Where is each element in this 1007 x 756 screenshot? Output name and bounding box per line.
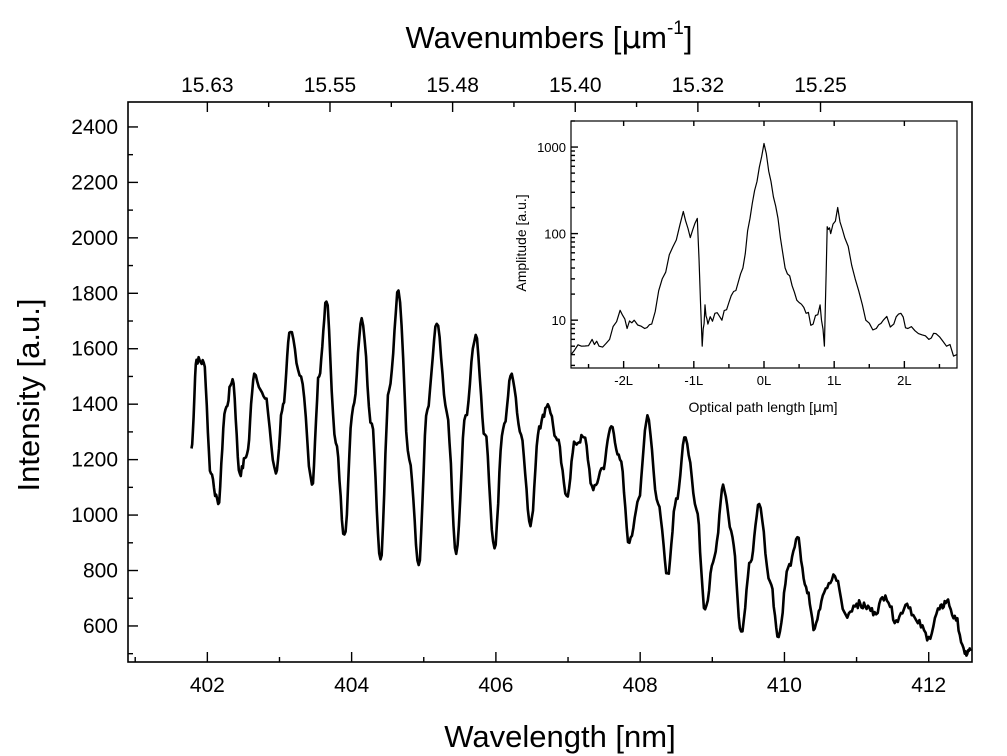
- inset-x-axis-title: Optical path length [μm]: [688, 399, 837, 416]
- top-axis-title-mu: μ: [621, 20, 641, 56]
- top-axis-title-unit: m: [641, 20, 667, 55]
- main-x-axis-title: Wavelength [nm]: [444, 719, 675, 754]
- x-tick-label: 402: [190, 674, 225, 697]
- y-tick-label: 2400: [71, 116, 118, 139]
- inset-x-tick-label: 2L: [897, 373, 911, 388]
- inset-x-axis-title-unit: m]: [822, 399, 838, 415]
- top-axis-title: Wavenumbers [μm-1]: [405, 18, 692, 56]
- top-axis-title-close: ]: [684, 20, 693, 55]
- y-tick-label: 1400: [71, 393, 118, 416]
- inset-x-tick-label: 1L: [827, 373, 841, 388]
- main-chart: 402 404 406 408 410 412 15.63 15.55 15.48 15.40 1…: [11, 18, 973, 754]
- x-tick-label: 404: [334, 674, 369, 697]
- y-tick-label: 1200: [71, 449, 118, 472]
- inset-y-axis-title: Amplitude [a.u.]: [513, 194, 529, 291]
- inset-x-tick-label: 0L: [757, 373, 771, 388]
- main-y-axis-title: Intensity [a.u.]: [11, 299, 46, 492]
- inset-background: [571, 121, 957, 368]
- y-tick-label: 2200: [71, 171, 118, 194]
- inset-x-axis-title-mu: μ: [813, 400, 822, 416]
- inset-plot-frame: [570, 120, 958, 369]
- main-series-line: [190, 289, 972, 657]
- x-tick-label: 412: [911, 674, 946, 697]
- inset-x-tick-label: -1L: [684, 373, 703, 388]
- y-tick-label: 600: [83, 615, 118, 638]
- y-tick-label: 2000: [71, 227, 118, 250]
- inset-y-tick-label: 1000: [537, 140, 566, 155]
- y-tick-label: 800: [83, 560, 118, 583]
- top-axis-title-superscript: -1: [667, 18, 684, 39]
- inset-y-tick-label: 10: [552, 313, 566, 328]
- inset-y-tick-label: 100: [544, 227, 566, 242]
- top-tick-label: 15.25: [794, 74, 847, 97]
- top-tick-label: 15.32: [672, 74, 725, 97]
- inset-chart: -2L -1L 0L 1L 2L 10 100 1000 Optical path leng…: [513, 120, 958, 416]
- top-tick-label: 15.63: [181, 74, 234, 97]
- inset-x-ticks: -2L -1L 0L 1L 2L: [587, 121, 941, 388]
- main-top-ticks: 15.63 15.55 15.48 15.40 15.32 15.25: [181, 74, 847, 112]
- top-tick-label: 15.48: [426, 74, 479, 97]
- inset-x-axis-title-main: Optical path length [: [688, 399, 813, 415]
- main-plot-frame: [127, 101, 973, 663]
- main-x-ticks: 402 404 406 408 410 412: [134, 652, 946, 697]
- inset-y-ticks: 10 100 1000: [537, 120, 578, 367]
- y-tick-label: 1000: [71, 504, 118, 527]
- y-tick-label: 1800: [71, 282, 118, 305]
- x-tick-label: 410: [767, 674, 802, 697]
- top-tick-label: 15.55: [304, 74, 357, 97]
- top-tick-label: 15.40: [549, 74, 602, 97]
- x-tick-label: 406: [478, 674, 513, 697]
- y-tick-label: 1600: [71, 338, 118, 361]
- top-axis-title-main: Wavenumbers [: [405, 20, 621, 55]
- x-tick-label: 408: [623, 674, 658, 697]
- inset-x-tick-label: -2L: [614, 373, 633, 388]
- inset-series-line: [570, 142, 958, 357]
- main-y-ticks: 600 800 1000 1200 1400 1600 1800 2000 2200 2400: [71, 116, 138, 655]
